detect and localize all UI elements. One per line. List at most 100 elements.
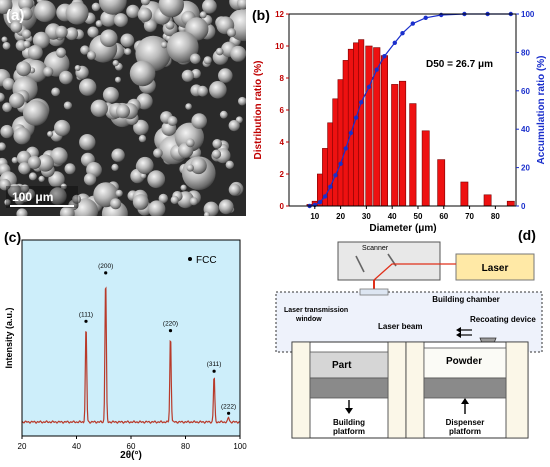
slm-schematic-panel: (d) Scanner Laser Building chamber Laser… xyxy=(270,226,550,462)
xrd-panel: (c) (111) (200) (220) (311) (222) 20 40 60 80 10… xyxy=(0,226,270,462)
powder-particle xyxy=(153,148,163,158)
powder-particle xyxy=(55,47,67,58)
powder-particle xyxy=(218,68,233,83)
powder-particle xyxy=(27,155,41,169)
powder-particle xyxy=(38,175,45,182)
powder-particle xyxy=(132,194,149,210)
building-platform-label-1: Building xyxy=(333,418,365,427)
powder-particle xyxy=(32,31,50,49)
powder-particle xyxy=(212,139,222,149)
y2-tick-label: 20 xyxy=(521,164,530,173)
building-platform-label-2: platform xyxy=(333,427,365,436)
fcc-peak-marker xyxy=(168,329,173,333)
accumulation-point xyxy=(439,12,444,18)
powder-particle xyxy=(79,134,96,151)
powder-particle xyxy=(228,183,241,196)
powder-particle xyxy=(199,11,207,19)
x-tick-label: 50 xyxy=(414,212,423,221)
y2-tick-label: 60 xyxy=(521,87,530,96)
fcc-peak-marker xyxy=(227,411,231,415)
powder-particle xyxy=(0,142,6,151)
powder-particle xyxy=(133,119,149,136)
distribution-bar xyxy=(358,39,365,207)
powder-particle xyxy=(191,113,207,129)
powder xyxy=(423,347,507,379)
recoat-arrows-icon xyxy=(456,327,472,338)
y-axis-title: Intensity (a.u.) xyxy=(4,307,14,368)
powder-particle xyxy=(34,0,56,23)
accumulation-point xyxy=(382,54,387,59)
powder-particle xyxy=(25,59,48,83)
accumulation-point xyxy=(328,184,333,189)
powder-particle xyxy=(102,86,119,103)
distribution-bar xyxy=(483,194,492,207)
window-label-line1: Laser transmission xyxy=(284,307,348,314)
accumulation-curve xyxy=(309,13,511,207)
powder-particle xyxy=(0,125,14,139)
powder-particle xyxy=(83,173,97,186)
slm-schematic: (d) Scanner Laser Building chamber Laser… xyxy=(275,227,543,439)
y2-axis-ticks: 0 20 40 60 80 100 xyxy=(516,10,535,211)
powder-particle xyxy=(20,184,30,193)
scale-bar-label: 100 μm xyxy=(12,190,53,204)
powder-particle xyxy=(55,25,68,39)
transmission-window xyxy=(359,288,389,296)
powder-particle xyxy=(202,0,217,14)
laser-label: Laser xyxy=(482,263,509,274)
powder-particle xyxy=(115,76,121,83)
powder-particle xyxy=(10,21,23,33)
x-tick-label: 80 xyxy=(181,442,190,451)
y2-tick-label: 0 xyxy=(521,202,526,211)
wall-middle-left xyxy=(387,341,407,439)
legend-label: FCC xyxy=(196,255,217,266)
fcc-peak-marker xyxy=(84,319,88,323)
powder-particle xyxy=(186,164,194,172)
x-axis-ticks: 20 40 60 80 100 xyxy=(18,436,247,451)
powder-particle xyxy=(7,183,22,198)
recoating-label: Recoating device xyxy=(470,315,536,324)
powder-particle xyxy=(158,193,168,204)
building-chamber-label: Building chamber xyxy=(432,295,500,304)
powder-particle xyxy=(110,198,122,210)
powder-particle xyxy=(63,101,72,110)
panel-c-label: (c) xyxy=(4,229,21,245)
y-tick-label: 6 xyxy=(280,106,285,115)
powder-particle xyxy=(185,138,195,148)
distribution-bar xyxy=(342,60,349,207)
dispenser-up-arrow-icon xyxy=(461,398,469,414)
powder-particle xyxy=(54,119,71,137)
powder-particle xyxy=(65,1,89,25)
part-label: Part xyxy=(332,360,352,371)
accumulation-point xyxy=(338,161,343,166)
powder-particle xyxy=(8,92,25,109)
fcc-peak-marker xyxy=(104,271,108,275)
powder-particle xyxy=(2,77,15,91)
d50-annotation: D50 = 26.7 μm xyxy=(426,59,493,70)
powder-particle xyxy=(2,102,12,113)
accumulation-point xyxy=(423,15,428,20)
powder-particle xyxy=(80,45,90,55)
peak-label: (311) xyxy=(207,361,222,368)
powder-particle xyxy=(64,163,76,175)
powder-particle xyxy=(49,187,67,205)
peak-label: (111) xyxy=(79,311,93,318)
powder-particle xyxy=(215,47,224,56)
powder-particles xyxy=(0,0,261,227)
powder-particle xyxy=(120,33,135,48)
powder-particle xyxy=(230,45,247,62)
powder-particle xyxy=(238,96,247,106)
x-tick-label: 20 xyxy=(336,212,345,221)
accumulation-point xyxy=(400,31,405,36)
powder-particle xyxy=(112,60,119,67)
powder-particle xyxy=(27,45,43,60)
y-axis-title: Distribution ratio (%) xyxy=(253,61,264,160)
powder-particle xyxy=(21,195,29,203)
dispenser-platform-label-2: platform xyxy=(449,427,481,436)
distribution-bar xyxy=(380,55,388,207)
distribution-bar xyxy=(399,80,407,207)
powder-particle xyxy=(2,42,11,50)
powder-particle xyxy=(166,31,199,63)
powder-particle xyxy=(167,116,178,126)
x-tick-label: 60 xyxy=(127,442,136,451)
powder-particle xyxy=(189,197,198,206)
